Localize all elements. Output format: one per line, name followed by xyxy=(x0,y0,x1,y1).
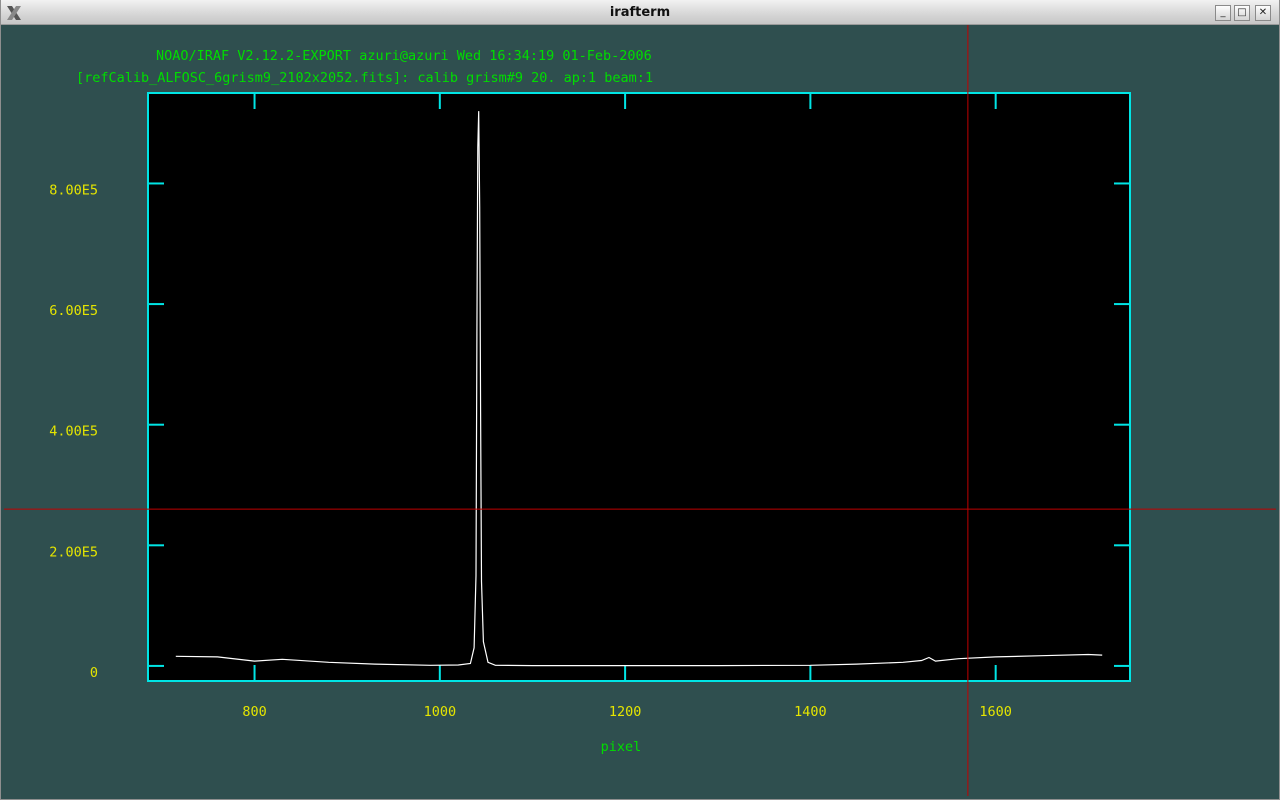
x-axis-ticks xyxy=(253,93,997,681)
y-axis-tick-labels: 0 2.00E5 4.00E5 6.00E5 8.00E5 xyxy=(49,182,98,680)
x-tick-label: 1000 xyxy=(424,704,457,720)
y-tick-label: 8.00E5 xyxy=(49,182,98,198)
y-tick-label: 6.00E5 xyxy=(49,303,98,319)
y-tick-label: 4.00E5 xyxy=(49,424,98,440)
title-bar[interactable]: irafterm _ □ ✕ xyxy=(0,0,1280,25)
y-axis-ticks xyxy=(148,182,1130,667)
window-title: irafterm xyxy=(609,5,671,20)
minimize-button[interactable]: _ xyxy=(1215,5,1231,21)
x-tick-label: 1200 xyxy=(609,704,642,720)
x-logo-icon xyxy=(7,6,21,20)
graphics-terminal-canvas[interactable]: NOAO/IRAF V2.12.2-EXPORT azuri@azuri Wed… xyxy=(4,25,1276,796)
plot-header-line2: [refCalib_ALFOSC_6grism9_2102x2052.fits]… xyxy=(76,70,653,86)
maximize-button[interactable]: □ xyxy=(1234,5,1250,21)
x-axis-tick-labels: 800 1000 1200 1400 1600 xyxy=(242,704,1012,720)
x-tick-label: 800 xyxy=(242,704,266,720)
x-tick-label: 1400 xyxy=(794,704,827,720)
y-tick-label: 2.00E5 xyxy=(49,544,98,560)
y-tick-label: 0 xyxy=(90,665,98,681)
plot-header-line1: NOAO/IRAF V2.12.2-EXPORT azuri@azuri Wed… xyxy=(156,48,652,64)
x-tick-label: 1600 xyxy=(979,704,1012,720)
plot-area xyxy=(147,92,1131,682)
x-axis-label: pixel xyxy=(601,739,642,755)
close-button[interactable]: ✕ xyxy=(1255,5,1271,21)
spectrum-trace xyxy=(175,111,1103,667)
